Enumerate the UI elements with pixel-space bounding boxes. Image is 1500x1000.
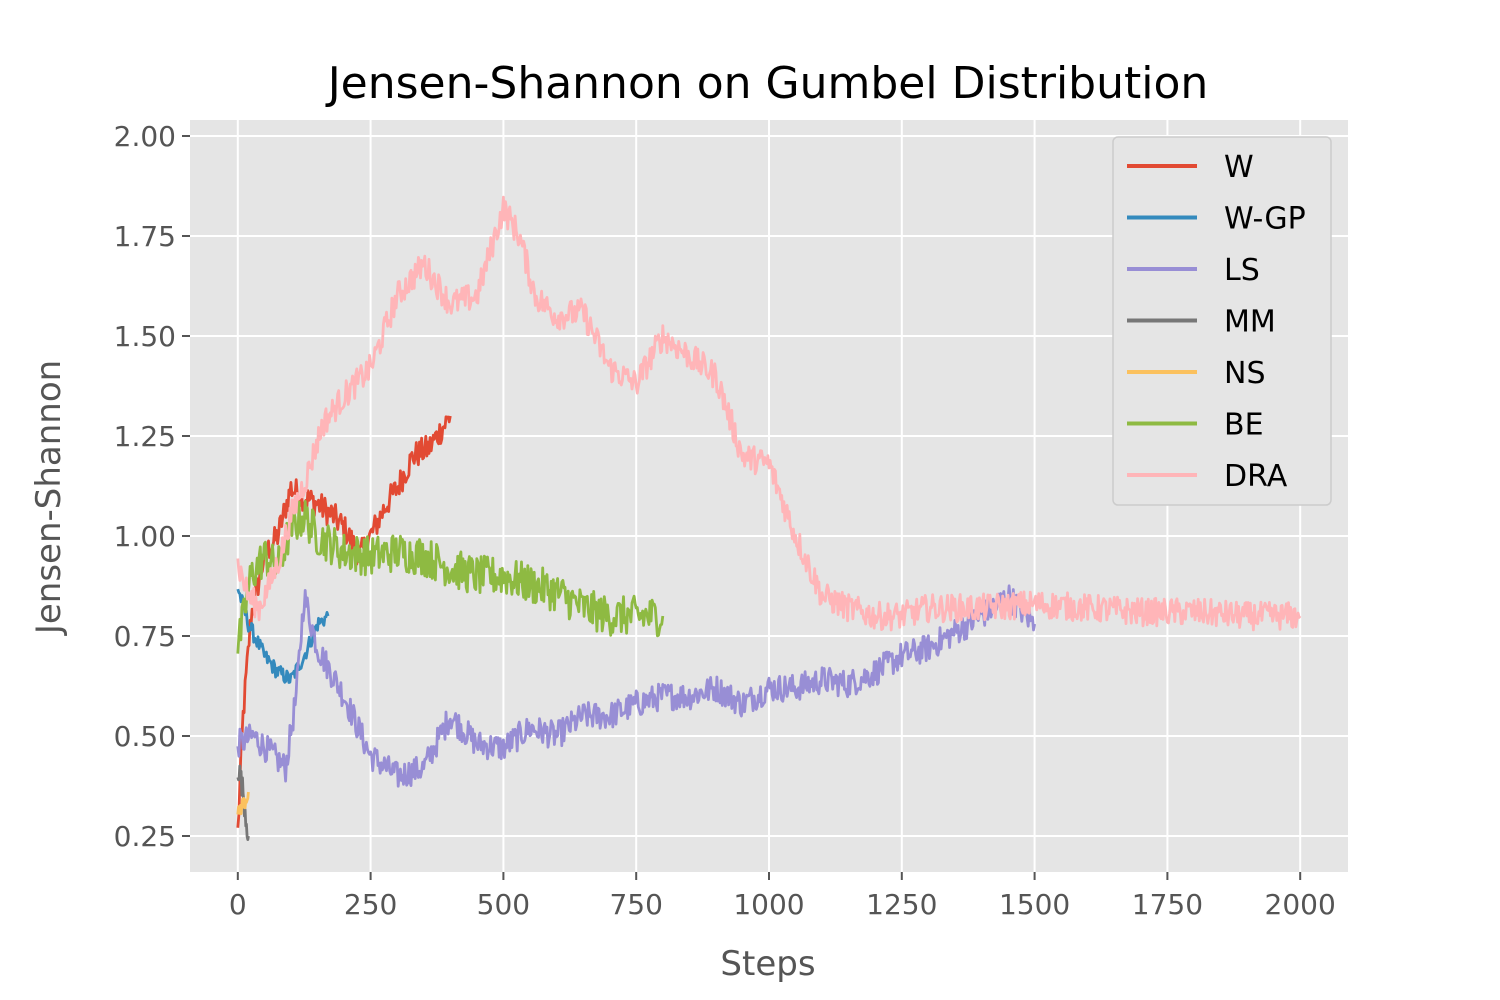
legend-frame <box>1112 136 1332 506</box>
legend: W W-GP LS MM NS BE DRA <box>1112 136 1332 506</box>
series-line-be <box>236 499 665 654</box>
y-tick-label: 1.25 <box>114 420 176 453</box>
x-tick-label: 500 <box>477 888 530 921</box>
x-axis-label: Steps <box>720 944 815 984</box>
y-axis: 0.25 0.50 0.75 1.00 1.25 1.50 1.75 2.00 <box>114 120 190 853</box>
legend-label-w-gp: W-GP <box>1224 202 1306 237</box>
legend-label-ns: NS <box>1224 356 1265 391</box>
legend-label-dra: DRA <box>1224 459 1288 494</box>
chart-title: Jensen-Shannon on Gumbel Distribution <box>325 58 1209 109</box>
x-tick-label: 1250 <box>866 888 937 921</box>
x-tick-label: 1000 <box>733 888 804 921</box>
series-line-w-gp <box>236 588 330 684</box>
y-tick-label: 2.00 <box>114 120 176 153</box>
series-group <box>236 195 1302 841</box>
y-axis-label: Jensen-Shannon <box>29 360 69 636</box>
x-tick-label: 250 <box>344 888 397 921</box>
y-tick-label: 1.75 <box>114 220 176 253</box>
x-tick-label: 0 <box>229 888 247 921</box>
legend-label-mm: MM <box>1224 305 1276 340</box>
series-line-ns <box>236 791 250 816</box>
x-axis: 0 250 500 750 1000 1250 1500 1750 2000 <box>229 872 1336 921</box>
series-line-dra <box>236 195 1302 632</box>
series-line-mm <box>236 764 250 841</box>
legend-label-be: BE <box>1224 408 1264 443</box>
series-line-ls <box>236 584 1036 788</box>
y-tick-label: 0.75 <box>114 620 176 653</box>
y-tick-label: 0.50 <box>114 720 176 753</box>
y-tick-label: 1.50 <box>114 320 176 353</box>
y-tick-label: 0.25 <box>114 820 176 853</box>
x-tick-label: 2000 <box>1265 888 1336 921</box>
x-tick-label: 1750 <box>1132 888 1203 921</box>
x-tick-label: 1500 <box>999 888 1070 921</box>
legend-label-w: W <box>1224 150 1254 185</box>
y-tick-label: 1.00 <box>114 520 176 553</box>
legend-label-ls: LS <box>1224 253 1260 288</box>
x-tick-label: 750 <box>609 888 662 921</box>
